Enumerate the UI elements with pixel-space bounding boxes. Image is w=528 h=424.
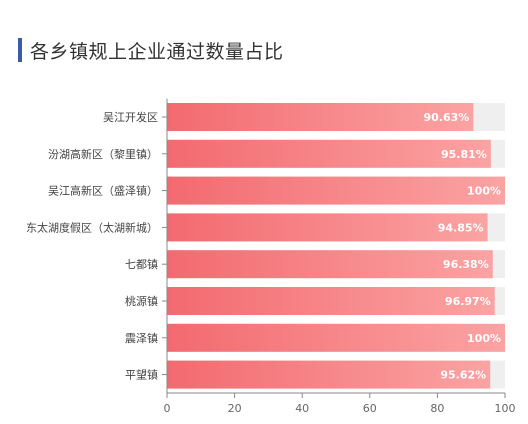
bar-value-label: 95.81% <box>441 148 487 161</box>
bar-value-label: 94.85% <box>438 221 484 234</box>
plot-area: 90.63% 吴江开发区 95.81% 汾湖高新区（黎里镇） 100% 吴江高新区（盛泽镇… <box>26 98 516 415</box>
bar <box>167 176 505 205</box>
category-label: 汾湖高新区（黎里镇） <box>48 147 158 161</box>
x-tick-label: 40 <box>295 402 309 415</box>
bar-value-label: 95.62% <box>440 369 486 382</box>
category-label: 桃源镇 <box>125 294 158 308</box>
category-label: 东太湖度假区（太湖新城） <box>26 220 158 234</box>
bar <box>167 139 491 168</box>
category-label: 吴江高新区（盛泽镇） <box>48 184 158 198</box>
category-label: 七都镇 <box>125 257 158 271</box>
chart-title: 各乡镇规上企业通过数量占比 <box>30 40 284 63</box>
category-label: 平望镇 <box>125 368 158 382</box>
bar-value-label: 96.97% <box>445 295 491 308</box>
bar <box>167 250 493 279</box>
bar <box>167 323 505 352</box>
bar <box>167 103 474 131</box>
bar-value-label: 96.38% <box>443 258 489 271</box>
bar <box>167 360 491 389</box>
bar-value-label: 100% <box>467 185 501 198</box>
bar-value-label: 90.63% <box>424 111 470 124</box>
bar-value-label: 100% <box>467 332 501 345</box>
category-label: 震泽镇 <box>125 331 158 345</box>
chart-header: 各乡镇规上企业通过数量占比 <box>18 36 284 64</box>
x-tick-label: 0 <box>164 402 171 415</box>
x-tick-label: 100 <box>495 402 516 415</box>
x-tick-label: 60 <box>363 402 377 415</box>
bar <box>167 213 488 242</box>
bar <box>167 287 495 315</box>
x-tick-label: 20 <box>228 402 242 415</box>
category-label: 吴江开发区 <box>103 110 158 124</box>
title-accent-bar <box>18 38 22 62</box>
x-tick-label: 80 <box>430 402 444 415</box>
